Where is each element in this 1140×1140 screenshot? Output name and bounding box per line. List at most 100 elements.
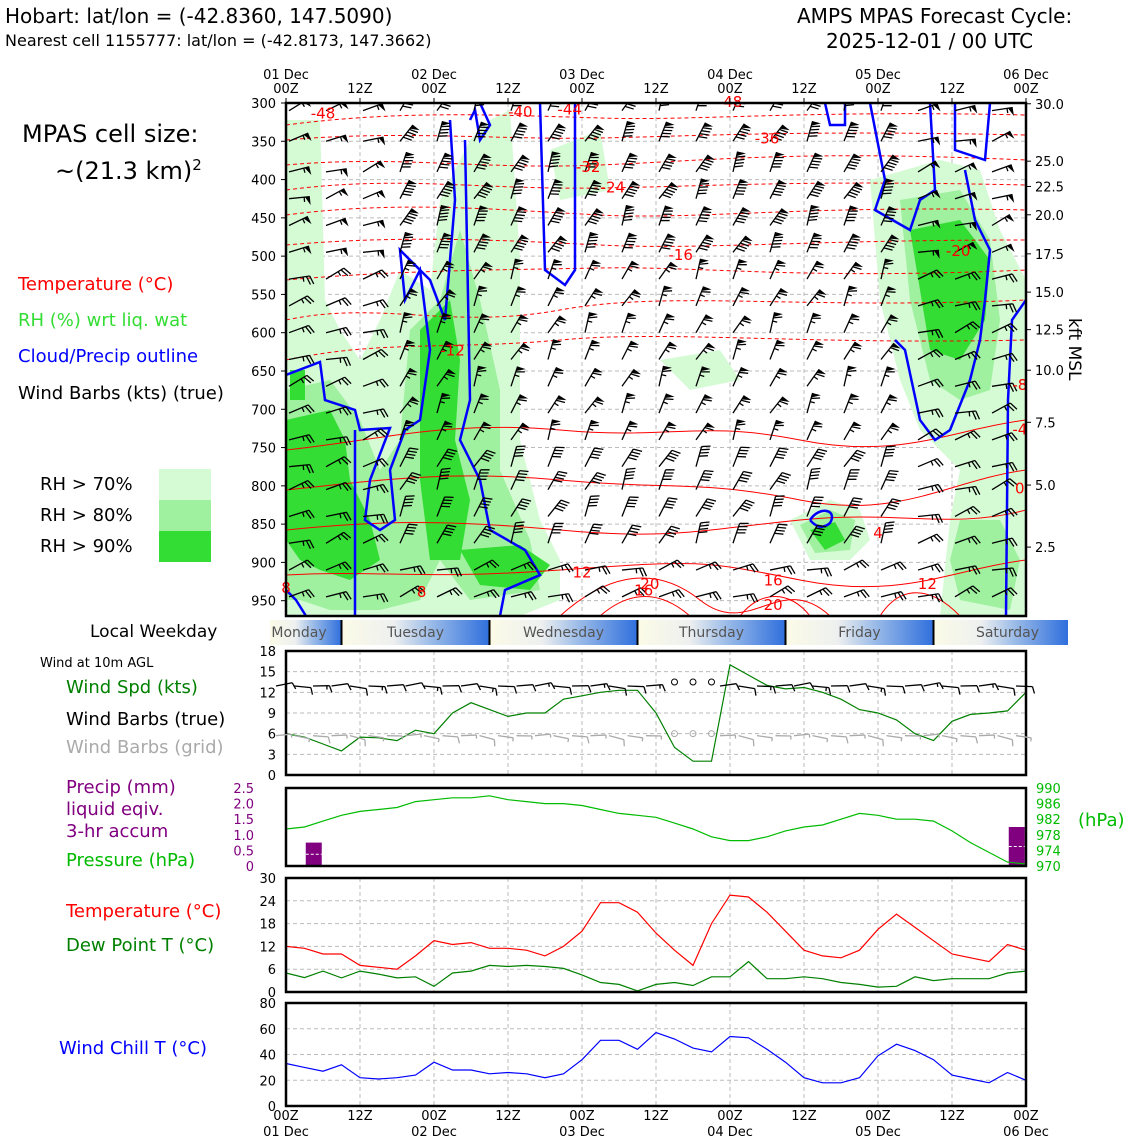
barb-staff [621,587,642,598]
weekday-name: Monday [271,625,326,641]
barb-half [819,590,823,596]
barb-flag [734,162,744,165]
barb-flag [304,481,312,489]
barb-half [967,462,971,468]
barb-staff [991,567,1013,571]
barb-flag [816,451,826,455]
barb-half [300,378,305,384]
barb-pennant [554,367,565,372]
barb-half [477,293,482,297]
barb-pennant [737,339,747,344]
weekday-name: Saturday [976,625,1039,641]
barb-flag [379,300,386,309]
barb-staff [510,591,532,598]
barb-half [1043,135,1045,139]
barb-flag [673,561,682,569]
barb-flag [776,264,786,267]
barb-flag [938,514,944,523]
barb-staff [695,314,707,334]
barb-staff [288,166,310,173]
barb-flag [594,128,604,134]
barb-half [339,593,342,599]
barb-staff [547,446,557,467]
time-tick-top: 00Z [1013,82,1039,97]
barb-flag [1007,509,1015,517]
barb-flag [665,457,675,462]
barb-staff [510,258,517,280]
isotherm-label: -20 [946,242,971,260]
barb-half [932,221,935,227]
pressure-tick-label: 974 [1036,844,1061,859]
barb-flag [885,521,895,524]
barb-flag [409,447,419,451]
barb-staff [547,339,555,360]
barb-flag [642,567,648,577]
barb-flag [777,131,787,136]
barb-staff [991,461,1013,468]
barb-flag [887,398,897,402]
barb-flag [699,262,709,265]
barb-half [967,273,971,279]
barb-flag [665,503,675,506]
barb-staff [991,478,1011,491]
barb-half [591,295,596,300]
barb-half [708,564,712,570]
barb-flag [407,450,417,454]
barb-staff [806,448,819,468]
barb-staff [1029,197,1050,199]
barb-pennant [969,162,978,171]
barb-staff [584,419,593,441]
barb-half [375,536,379,542]
barb-flag [1010,507,1018,516]
weekday-label: Local Weekday [90,622,218,642]
barb-half [1042,592,1044,596]
barb-flag [971,536,978,545]
barb-staff [362,563,384,571]
barb-staff [473,449,488,468]
isotherm-label: -24 [601,179,626,197]
barb-pennant [514,258,524,264]
barb-flag [699,217,709,220]
barb-flag [851,426,861,430]
barb-staff [806,120,814,142]
barb-flag [484,528,494,533]
barb-flag [858,561,867,569]
barb-staff [399,103,406,111]
barb-pennant [484,182,494,188]
barb-flag [482,531,492,535]
barb-half [1004,434,1008,440]
barb-flag [935,428,944,436]
barb-half [1005,246,1009,252]
pressure-line [285,795,1027,865]
barb-half [810,320,816,324]
barb-flag [1011,537,1018,547]
barb-staff [473,497,485,517]
barb-flag [604,565,611,575]
barb-flag [624,166,634,169]
barb-staff [621,567,643,571]
barb-flag [972,321,981,329]
barb-staff [867,735,884,741]
legend-rh70-label: RH > 70% [40,474,133,495]
barb-pennant [516,366,526,371]
barb-flag [849,191,859,196]
barb-flag [704,469,714,473]
barb-staff [954,301,976,307]
barb-flag [379,409,386,418]
time-tick-top: 12Z [791,82,817,97]
barb-half [301,327,305,333]
barb-staff [362,219,384,227]
barb-flag [1006,479,1015,487]
barb-flag [736,423,746,426]
barb-flag [814,265,824,269]
barb-pennant [478,90,487,95]
barb-flag [902,686,906,694]
barb-flag [442,533,452,537]
barb-pennant [446,94,456,99]
barb-half [376,330,379,336]
barb-half [338,484,342,490]
calm-circle-grid [708,730,715,738]
barb-flag [417,585,426,593]
barb-flag [775,133,785,139]
barb-flag [564,564,571,573]
